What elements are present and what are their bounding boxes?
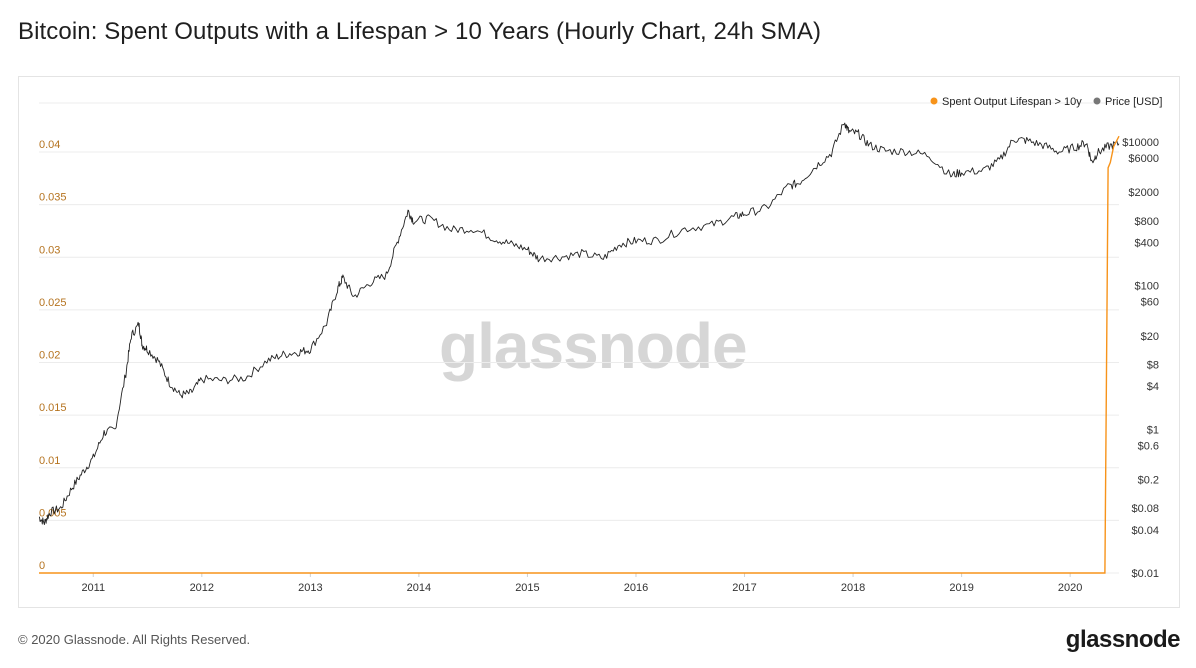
legend-dot bbox=[930, 97, 938, 105]
right-axis-tick-label: $0.01 bbox=[1131, 568, 1159, 580]
right-axis-tick-label: $0.2 bbox=[1138, 475, 1159, 487]
left-axis-tick-label: 0.005 bbox=[39, 507, 67, 519]
right-axis-tick-label: $800 bbox=[1135, 216, 1159, 228]
series-layer bbox=[38, 122, 1120, 574]
right-axis-tick-label: $0.08 bbox=[1131, 503, 1159, 515]
legend-label: Spent Output Lifespan > 10y bbox=[942, 96, 1082, 108]
left-axis-tick-label: 0.025 bbox=[39, 297, 67, 309]
brand-logo: glassnode bbox=[1065, 626, 1181, 653]
right-axis-tick-label: $100 bbox=[1135, 281, 1159, 293]
chart-svg: 0 0.005 0.01 0.015 0.02 0.025 0.03 0.035 0.04 $0… bbox=[38, 96, 1162, 594]
right-axis-tick-label: $0.04 bbox=[1131, 525, 1159, 537]
right-axis-tick-label: $60 bbox=[1141, 297, 1159, 309]
left-axis-tick-label: 0.03 bbox=[39, 244, 60, 256]
chart-card: glassnode 0 0.005 0.01 0.015 0.02 0.025 0.03 0.… bbox=[18, 76, 1180, 608]
x-axis: 2011 2012 2013 2014 2015 2016 2017 2018 2019 2020 bbox=[81, 573, 1082, 594]
x-axis-tick-label: 2020 bbox=[1058, 582, 1082, 594]
left-axis-tick-label: 0.015 bbox=[39, 402, 67, 414]
right-axis-tick-label: $10000 bbox=[1122, 137, 1159, 149]
legend-dot bbox=[1093, 97, 1101, 105]
right-axis-tick-label: $400 bbox=[1135, 237, 1159, 249]
right-axis: $0.01 $0.04 $0.08 $0.2 $0.6 $1 $4 $8 $20 $60 $100 $… bbox=[1122, 137, 1159, 580]
page-title: Bitcoin: Spent Outputs with a Lifespan >… bbox=[18, 18, 822, 45]
left-axis-tick-label: 0.02 bbox=[39, 350, 60, 362]
x-axis-tick-label: 2019 bbox=[949, 582, 973, 594]
right-axis-tick-label: $20 bbox=[1141, 331, 1159, 343]
spent-output-series-line bbox=[39, 135, 1120, 574]
right-axis-tick-label: $2000 bbox=[1128, 187, 1159, 199]
x-axis-tick-label: 2015 bbox=[515, 582, 539, 594]
x-axis-tick-label: 2012 bbox=[190, 582, 214, 594]
right-axis-tick-label: $6000 bbox=[1128, 153, 1159, 165]
left-axis: 0 0.005 0.01 0.015 0.02 0.025 0.03 0.035 0.04 bbox=[39, 139, 67, 572]
legend-label: Price [USD] bbox=[1105, 96, 1162, 108]
x-axis-tick-label: 2018 bbox=[841, 582, 865, 594]
right-axis-tick-label: $4 bbox=[1147, 381, 1159, 393]
x-axis-tick-label: 2011 bbox=[81, 582, 105, 594]
legend: Spent Output Lifespan > 10y Price [USD] bbox=[930, 96, 1162, 108]
right-axis-tick-label: $0.6 bbox=[1138, 440, 1159, 452]
right-axis-tick-label: $8 bbox=[1147, 359, 1159, 371]
x-axis-tick-label: 2016 bbox=[624, 582, 648, 594]
price-series-line bbox=[38, 122, 1120, 526]
x-axis-tick-label: 2013 bbox=[298, 582, 322, 594]
left-axis-tick-label: 0.035 bbox=[39, 192, 67, 204]
x-axis-tick-label: 2017 bbox=[732, 582, 756, 594]
left-axis-tick-label: 0.04 bbox=[39, 139, 60, 151]
x-axis-tick-label: 2014 bbox=[407, 582, 431, 594]
left-axis-tick-label: 0 bbox=[39, 560, 45, 572]
copyright-text: © 2020 Glassnode. All Rights Reserved. bbox=[18, 632, 251, 647]
left-axis-tick-label: 0.01 bbox=[39, 455, 60, 467]
right-axis-tick-label: $1 bbox=[1147, 424, 1159, 436]
